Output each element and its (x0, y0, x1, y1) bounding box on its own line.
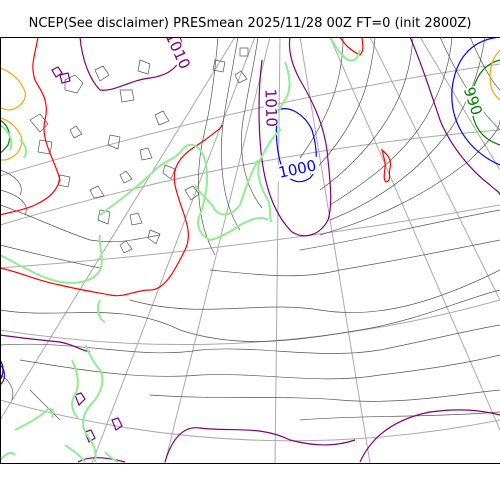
contour-label-990: 990 (460, 85, 486, 118)
longitude-line (329, 37, 500, 431)
isobar-1000 (0, 37, 500, 381)
isobar-1020 (0, 37, 392, 297)
latitude-line (0, 399, 500, 442)
latitude-line (0, 299, 500, 346)
map-title: NCEP(See disclaimer) PRESmean 2025/11/28… (28, 16, 472, 31)
isobar-990 (0, 59, 500, 154)
longitude-line (299, 37, 371, 463)
graticule (0, 37, 500, 463)
isobar-low (0, 49, 500, 161)
contour-label-1010-topleft: 1010 (161, 37, 193, 72)
longitude-line (91, 37, 256, 463)
coastline (0, 37, 361, 463)
longitude-line (274, 37, 281, 463)
contour-label-1000: 1000 (277, 156, 318, 182)
isobars (0, 37, 500, 421)
isobar-fragments (0, 47, 249, 254)
latitude-line (0, 129, 500, 226)
latitude-line (0, 63, 500, 177)
longitude-line (369, 37, 500, 301)
longitude-line (419, 37, 500, 171)
contour-label-1010: 1010 (261, 88, 280, 127)
latitude-line (0, 204, 500, 269)
longitude-line (164, 37, 271, 463)
isobar-1010 (0, 37, 500, 463)
pressure-map: 1010 1010 1000 990 (0, 37, 500, 463)
longitude-line (0, 37, 236, 421)
